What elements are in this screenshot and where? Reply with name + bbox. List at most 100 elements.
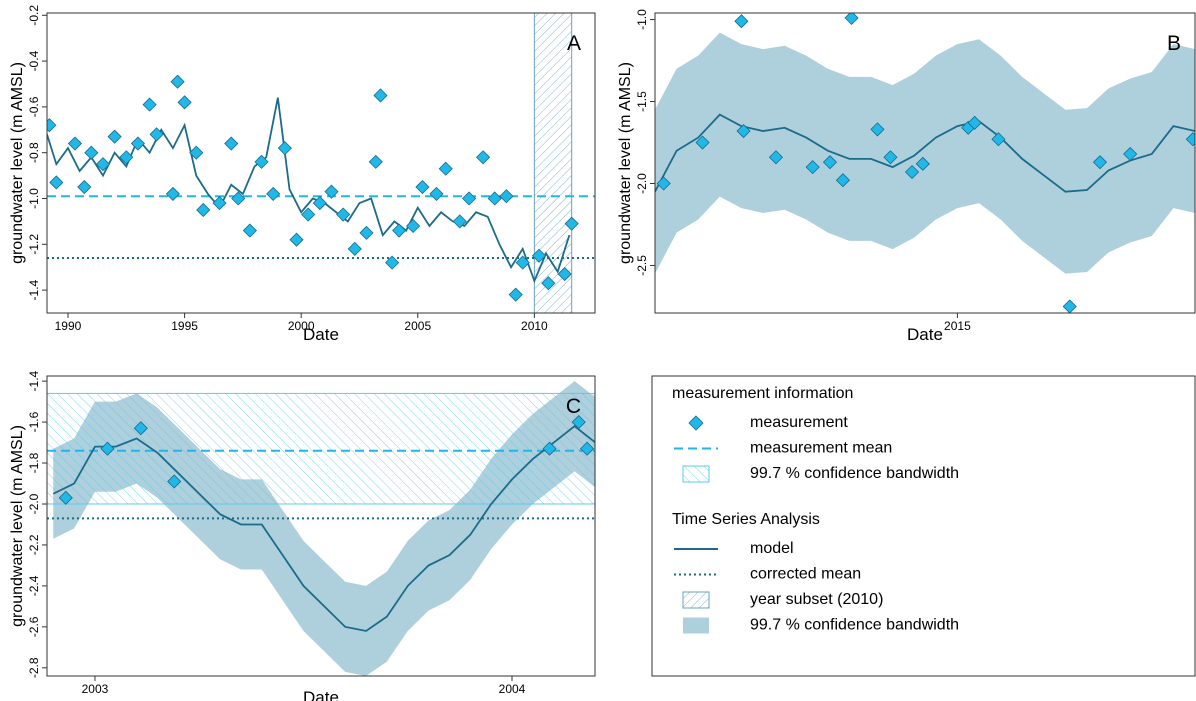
measurement-point bbox=[487, 191, 502, 206]
measurement-point bbox=[768, 150, 784, 165]
measurement-point bbox=[167, 474, 182, 489]
measurement-point bbox=[84, 145, 99, 160]
y-axis-label: groundwater level (m AMSL) bbox=[9, 425, 26, 627]
plot-frame bbox=[46, 375, 596, 677]
measurement-point bbox=[392, 223, 407, 238]
x-tick-label: 2003 bbox=[82, 682, 109, 696]
measurement-point bbox=[49, 175, 64, 190]
plot-area bbox=[47, 13, 595, 313]
measurement-point bbox=[870, 122, 885, 137]
y-tick-label: -2.0 bbox=[635, 173, 649, 194]
legend-group-title: measurement information bbox=[672, 385, 853, 402]
measurement-point bbox=[542, 441, 557, 456]
legend-group-title: Time Series Analysis bbox=[672, 511, 820, 528]
y-tick-label: -2.0 bbox=[27, 493, 41, 514]
y-tick-label: -1.8 bbox=[27, 452, 41, 473]
x-axis-label: Date bbox=[303, 688, 339, 701]
x-tick-label: 1995 bbox=[171, 319, 198, 333]
plot-area bbox=[655, 13, 1195, 313]
legend-symbol bbox=[683, 617, 709, 634]
measurement-point bbox=[515, 255, 530, 270]
measurement-point bbox=[564, 216, 579, 231]
measurement-point bbox=[242, 223, 257, 238]
measurement-point bbox=[47, 118, 57, 133]
panel-label: B bbox=[1167, 32, 1181, 55]
measurement-point bbox=[324, 184, 339, 199]
measurement-point bbox=[904, 164, 920, 180]
model-line bbox=[47, 97, 571, 284]
legend-label: measurement mean bbox=[750, 440, 892, 457]
measurement-point bbox=[1092, 155, 1108, 170]
measurement-point bbox=[165, 186, 180, 201]
measurement-point bbox=[462, 191, 477, 206]
legend-label: year subset (2010) bbox=[750, 591, 883, 608]
measurement-point bbox=[277, 141, 292, 156]
measurement-point bbox=[883, 150, 898, 165]
measurement-point bbox=[580, 441, 595, 456]
plot-frame bbox=[654, 12, 1196, 314]
measurement-point bbox=[695, 135, 710, 150]
measurement-point bbox=[119, 150, 134, 165]
y-tick-label: -1.4 bbox=[27, 370, 41, 391]
y-tick-label: -2.4 bbox=[27, 575, 41, 596]
measurement-point bbox=[736, 123, 751, 139]
y-tick-label: -1.0 bbox=[27, 188, 41, 209]
y-tick-label: -1.2 bbox=[27, 234, 41, 255]
measurement-point bbox=[224, 136, 239, 151]
legend-symbol bbox=[688, 415, 704, 431]
measurement-point bbox=[822, 155, 838, 170]
legend-label: 99.7 % confidence bandwidth bbox=[750, 617, 959, 634]
y-tick-label: -1.5 bbox=[635, 91, 649, 112]
y-axis-label: groundwater level (m AMSL) bbox=[617, 62, 634, 264]
x-tick-label: 2000 bbox=[288, 319, 315, 333]
measurement-point bbox=[100, 441, 115, 456]
legend-label: measurement bbox=[750, 414, 848, 431]
x-tick-label: 2005 bbox=[404, 319, 431, 333]
y-tick-label: -2.8 bbox=[27, 657, 41, 678]
y-tick-label: -2.5 bbox=[635, 255, 649, 276]
x-tick-label: 2004 bbox=[499, 682, 526, 696]
measurement-point bbox=[212, 196, 227, 211]
measurement-point bbox=[499, 189, 514, 204]
measurement-point bbox=[133, 421, 148, 436]
measurement-point bbox=[429, 186, 444, 201]
measurement-point bbox=[177, 95, 192, 110]
y-tick-label: -0.6 bbox=[27, 96, 41, 117]
measurement-point bbox=[476, 150, 491, 165]
measurement-point bbox=[656, 176, 671, 191]
measurement-point bbox=[967, 115, 982, 130]
x-axis-label: Date bbox=[303, 325, 339, 344]
measurement-point bbox=[368, 154, 383, 169]
measurement-point bbox=[415, 179, 430, 195]
plot-frame bbox=[46, 12, 596, 314]
measurement-point bbox=[373, 88, 388, 103]
measurement-point bbox=[531, 248, 547, 263]
measurement-point bbox=[130, 136, 146, 151]
measurement-point bbox=[189, 145, 204, 160]
legend-label: model bbox=[750, 540, 794, 557]
measurement-point bbox=[1062, 299, 1077, 313]
measurement-point bbox=[557, 267, 572, 282]
measurement-point bbox=[915, 156, 930, 171]
measurement-point bbox=[805, 160, 820, 175]
measurement-point bbox=[835, 173, 850, 188]
legend-symbol bbox=[682, 465, 710, 483]
y-tick-label: -0.2 bbox=[27, 5, 41, 26]
measurement-point bbox=[541, 276, 556, 291]
x-tick-label: 1990 bbox=[55, 319, 82, 333]
measurement-point bbox=[336, 207, 351, 222]
plot-area bbox=[47, 381, 595, 676]
measurement-point bbox=[1185, 132, 1195, 147]
measurement-point bbox=[266, 186, 281, 201]
x-axis-label: Date bbox=[907, 325, 943, 344]
measurement-point bbox=[991, 132, 1006, 147]
measurement-point bbox=[142, 97, 157, 112]
measurement-point bbox=[312, 196, 327, 211]
confidence-band bbox=[655, 32, 1195, 274]
measurement-point bbox=[170, 74, 185, 89]
measurement-point bbox=[734, 14, 749, 29]
measurement-point bbox=[289, 232, 304, 247]
measurement-band bbox=[47, 392, 595, 505]
measurement-point bbox=[107, 129, 122, 144]
measurement-point bbox=[385, 255, 400, 270]
